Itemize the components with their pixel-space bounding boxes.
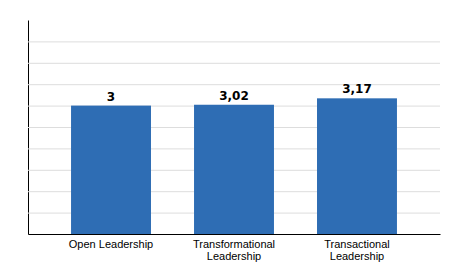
grid-line <box>28 84 440 85</box>
x-tick: TransformationalLeadership <box>193 238 275 263</box>
data-label: 3,02 <box>219 89 249 103</box>
bars <box>71 98 397 234</box>
x-tick: Open Leadership <box>69 238 153 250</box>
y-tick <box>28 84 440 85</box>
y-axis <box>28 21 440 235</box>
plot: Open Leadership TransformationalLeadershi… <box>28 21 441 263</box>
x-tick: TransactionalLeadership <box>324 238 390 263</box>
y-tick <box>28 63 440 64</box>
chart: Open Leadership TransformationalLeadershi… <box>0 0 455 278</box>
data-label: 3,17 <box>342 82 372 96</box>
bar <box>317 98 397 234</box>
x-tick-label: TransactionalLeadership <box>324 238 390 263</box>
bar <box>194 105 274 234</box>
data-labels: 3 3,02 3,17 <box>107 82 372 103</box>
grid-line <box>28 41 440 42</box>
grid-line <box>28 63 440 64</box>
y-tick <box>28 41 440 42</box>
x-axis-line <box>29 234 441 235</box>
x-tick-label: TransformationalLeadership <box>193 238 275 263</box>
bar <box>71 106 151 234</box>
x-axis: Open Leadership TransformationalLeadershi… <box>29 235 441 263</box>
data-label: 3 <box>107 90 115 104</box>
x-tick-label: Open Leadership <box>69 238 153 250</box>
